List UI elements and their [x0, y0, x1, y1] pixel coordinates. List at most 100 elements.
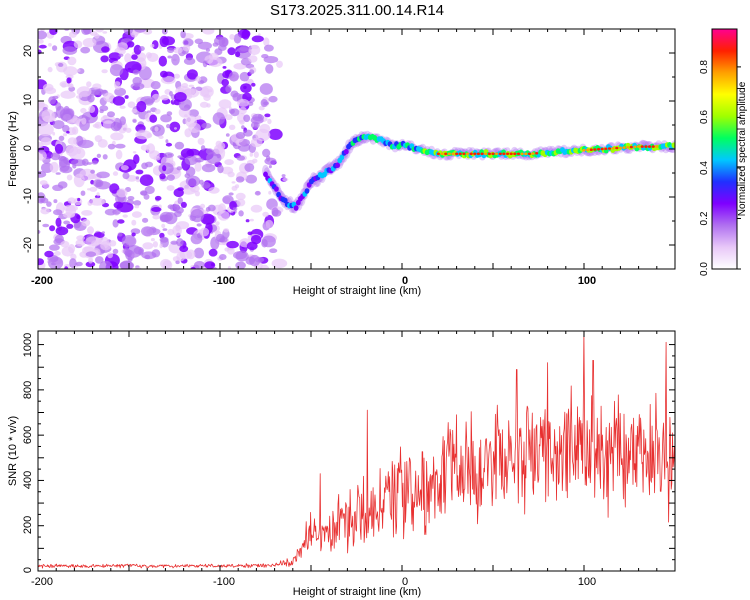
noise-blob: [75, 95, 83, 99]
noise-blob: [38, 142, 44, 148]
noise-blob: [181, 82, 189, 89]
noise-blob: [97, 139, 108, 148]
noise-blob: [131, 108, 138, 114]
noise-blob: [223, 228, 230, 233]
noise-blob: [215, 140, 222, 148]
noise-blob: [184, 155, 198, 166]
noise-blob: [126, 41, 135, 48]
noise-blob: [271, 207, 279, 217]
ridge-peak-cell: [615, 146, 619, 150]
noise-blob: [228, 71, 239, 82]
noise-blob: [259, 264, 270, 269]
noise-blob: [158, 55, 167, 67]
ridge-peak-cell: [644, 145, 648, 148]
noise-blob: [239, 71, 250, 82]
noise-blob: [75, 261, 83, 267]
bot-xtick-label-1: -100: [213, 576, 235, 588]
noise-blob: [177, 155, 183, 159]
noise-blob: [174, 141, 185, 150]
noise-blob: [271, 258, 288, 269]
noise-blob: [249, 218, 254, 222]
ridge-cell: [293, 205, 299, 211]
noise-blob: [52, 131, 56, 136]
noise-blob: [167, 47, 175, 54]
noise-blob: [102, 31, 108, 34]
noise-blob: [235, 250, 249, 262]
noise-blob: [199, 203, 206, 209]
noise-blob: [222, 66, 227, 69]
noise-blob: [86, 162, 92, 165]
ridge-peak-cell: [491, 152, 495, 156]
noise-blob: [102, 154, 108, 160]
noise-blob: [109, 64, 124, 77]
noise-blob: [159, 35, 169, 48]
noise-blob: [86, 81, 92, 88]
noise-blob: [103, 92, 115, 103]
ridge-peak-cell: [506, 152, 510, 156]
noise-blob: [38, 150, 47, 161]
noise-blob: [182, 44, 191, 52]
noise-blob: [127, 196, 135, 201]
noise-blob: [150, 81, 161, 90]
noise-blob: [180, 201, 187, 208]
noise-blob: [250, 204, 263, 213]
noise-blob: [227, 266, 231, 269]
noise-blob: [154, 108, 161, 115]
noise-blob: [72, 117, 81, 125]
ridge-peak-cell: [465, 152, 470, 156]
noise-blob: [66, 77, 72, 84]
bot-yaxis-label: SNR (10 * v/v): [7, 416, 19, 486]
noise-blob: [261, 239, 268, 248]
colorbar-tick-label-0: 0.0: [699, 262, 710, 276]
noise-blob: [96, 153, 102, 158]
noise-blob: [67, 83, 74, 88]
noise-blob: [44, 250, 54, 258]
noise-blob: [52, 184, 64, 191]
noise-blob: [115, 149, 123, 160]
bot-ytick-label-1: 200: [22, 516, 34, 534]
noise-blob: [66, 174, 73, 181]
ridge-peak-cell: [502, 152, 506, 156]
noise-blob: [199, 227, 210, 237]
noise-blob: [186, 69, 198, 80]
ridge-peak-cell: [469, 152, 473, 156]
noise-blob: [164, 212, 178, 225]
noise-blob: [225, 85, 232, 93]
noise-blob: [54, 251, 61, 256]
noise-blob: [212, 112, 226, 125]
noise-blob: [200, 145, 206, 151]
noise-blob: [58, 135, 65, 141]
noise-blob: [144, 98, 154, 106]
noise-blob: [109, 183, 120, 194]
noise-blob: [162, 228, 168, 231]
noise-blob: [195, 76, 201, 82]
noise-blob: [149, 114, 158, 123]
noise-blob: [94, 33, 100, 39]
noise-blob: [108, 52, 121, 61]
noise-blob: [263, 56, 279, 64]
noise-blob: [67, 56, 77, 66]
noise-blob: [190, 266, 196, 269]
noise-blob: [76, 214, 81, 220]
colorbar-ticks: [737, 66, 741, 270]
spectrogram-ridge: [262, 130, 675, 214]
noise-blob: [109, 240, 117, 247]
noise-blob: [53, 199, 58, 204]
noise-blob: [269, 248, 278, 253]
noise-blob: [58, 62, 64, 67]
noise-blob: [131, 211, 142, 218]
colorbar: 0.0 0.2 0.4 0.6 0.8 Normalized spectral …: [699, 28, 748, 276]
noise-blob: [76, 235, 85, 241]
noise-blob: [239, 119, 245, 125]
noise-blob: [202, 60, 208, 68]
noise-blob: [132, 119, 137, 123]
ridge-peak-cell: [455, 152, 459, 156]
noise-blob: [139, 46, 145, 52]
ridge-peak-cell: [458, 152, 462, 156]
spectrogram-ticks: [37, 28, 676, 270]
noise-blob: [121, 235, 137, 248]
noise-blob: [144, 185, 155, 195]
noise-blob: [235, 51, 241, 58]
noise-blob: [177, 187, 184, 192]
noise-blob: [185, 88, 200, 98]
